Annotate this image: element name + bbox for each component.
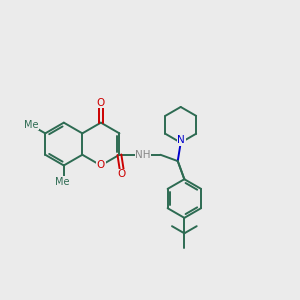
Text: Me: Me (24, 120, 38, 130)
Text: O: O (118, 169, 126, 179)
Text: O: O (97, 160, 105, 170)
Text: O: O (97, 98, 105, 108)
Text: Me: Me (55, 176, 70, 187)
Text: N: N (177, 135, 185, 145)
Text: NH: NH (135, 150, 151, 160)
